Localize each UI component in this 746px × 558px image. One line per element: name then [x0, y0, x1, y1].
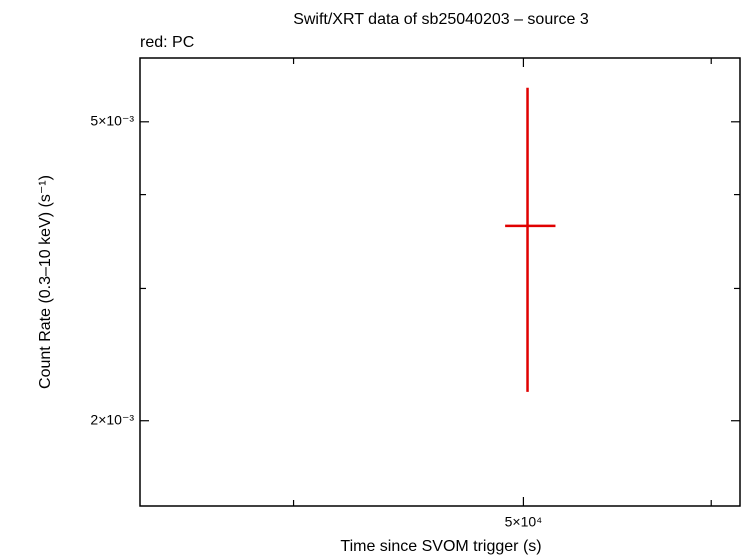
y-tick-label: 5×10⁻³ [90, 113, 134, 129]
legend-text: red: PC [140, 34, 194, 51]
x-axis-label: Time since SVOM trigger (s) [340, 538, 541, 555]
y-tick-label: 2×10⁻³ [90, 411, 134, 427]
plot-frame [139, 57, 741, 507]
x-tick-label: 5×10⁴ [505, 514, 543, 530]
y-axis-label: Count Rate (0.3–10 keV) (s⁻¹) [37, 175, 54, 389]
chart-title: Swift/XRT data of sb25040203 – source 3 [293, 11, 589, 28]
